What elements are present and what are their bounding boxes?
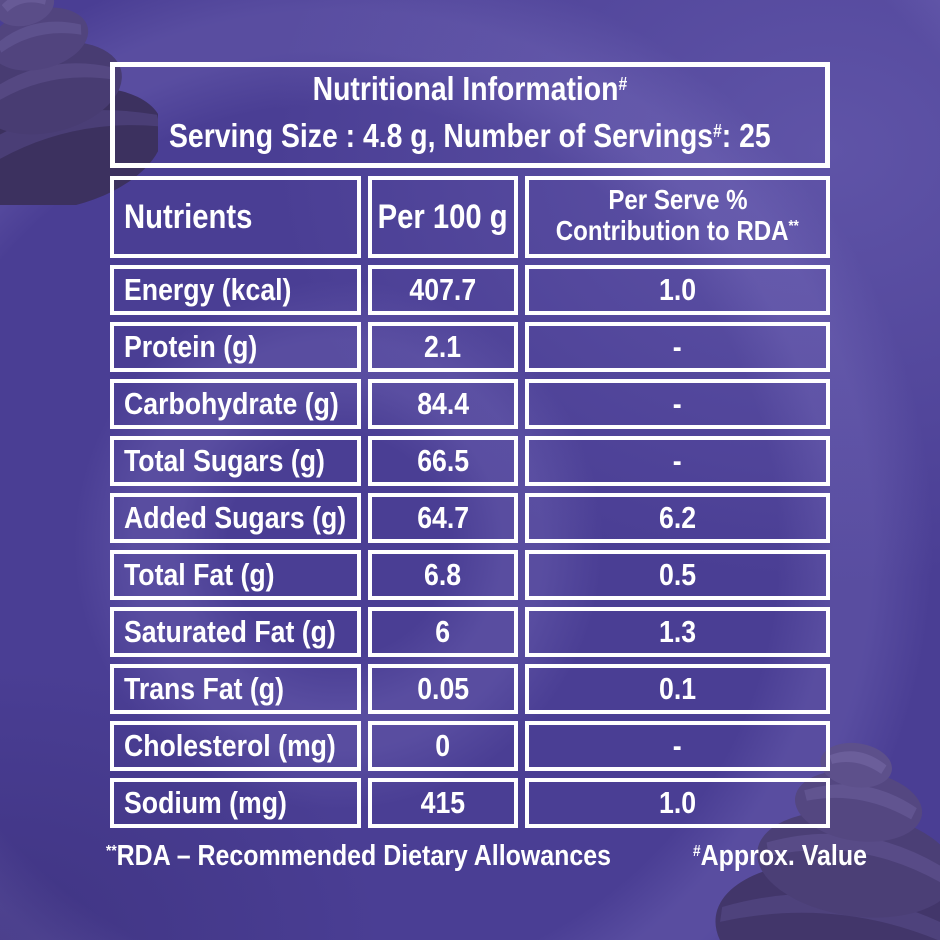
per-100g-value-cell: 64.7	[368, 493, 518, 543]
nutrition-panel: Nutritional Information# Serving Size : …	[106, 62, 867, 873]
serving-info: Serving Size : 4.8 g, Number of Servings…	[169, 117, 771, 154]
per-100g-value-cell: 2.1	[368, 322, 518, 372]
per-serve-value-cell: -	[525, 721, 830, 771]
per-serve-value-cell: -	[525, 322, 830, 372]
nutrient-name-cell: Total Sugars (g)	[110, 436, 361, 486]
per-100g-value-cell: 6.8	[368, 550, 518, 600]
approx-marker: #	[618, 74, 628, 95]
approx-marker: #	[713, 121, 722, 142]
nutrition-table: Nutrients Per 100 g Per Serve % Contribu…	[110, 176, 830, 828]
rda-marker: **	[788, 218, 800, 236]
col-header-per-100g: Per 100 g	[368, 176, 518, 258]
per-serve-value-cell: 1.3	[525, 607, 830, 657]
per-serve-value-cell: 1.0	[525, 778, 830, 828]
nutrient-name-cell: Trans Fat (g)	[110, 664, 361, 714]
rda-footnote: **RDA – Recommended Dietary Allowances	[106, 840, 612, 872]
nutrient-name-cell: Sodium (mg)	[110, 778, 361, 828]
per-serve-value-cell: 1.0	[525, 265, 830, 315]
nutrient-name-cell: Saturated Fat (g)	[110, 607, 361, 657]
per-serve-value-cell: 0.1	[525, 664, 830, 714]
nutrient-name-cell: Cholesterol (mg)	[110, 721, 361, 771]
nutrient-name-cell: Carbohydrate (g)	[110, 379, 361, 429]
per-100g-value-cell: 66.5	[368, 436, 518, 486]
chocolate-candy-icon	[715, 742, 940, 940]
nutrient-name-cell: Total Fat (g)	[110, 550, 361, 600]
per-100g-value-cell: 0.05	[368, 664, 518, 714]
approx-footnote: #Approx. Value	[693, 840, 868, 872]
col-header-nutrients: Nutrients	[110, 176, 361, 258]
per-100g-value-cell: 84.4	[368, 379, 518, 429]
nutrient-name-cell: Energy (kcal)	[110, 265, 361, 315]
per-serve-value-cell: -	[525, 379, 830, 429]
title-box: Nutritional Information# Serving Size : …	[110, 62, 830, 168]
per-serve-value-cell: -	[525, 436, 830, 486]
page-title: Nutritional Information#	[312, 70, 628, 107]
footnotes: **RDA – Recommended Dietary Allowances #…	[106, 840, 867, 873]
per-100g-value-cell: 407.7	[368, 265, 518, 315]
per-100g-value-cell: 0	[368, 721, 518, 771]
per-100g-value-cell: 6	[368, 607, 518, 657]
approx-marker: #	[693, 843, 701, 861]
nutrient-name-cell: Protein (g)	[110, 322, 361, 372]
per-serve-value-cell: 6.2	[525, 493, 830, 543]
col-header-per-serve-rda: Per Serve % Contribution to RDA**	[525, 176, 830, 258]
nutrient-name-cell: Added Sugars (g)	[110, 493, 361, 543]
rda-marker: **	[106, 843, 117, 861]
per-100g-value-cell: 415	[368, 778, 518, 828]
per-serve-value-cell: 0.5	[525, 550, 830, 600]
